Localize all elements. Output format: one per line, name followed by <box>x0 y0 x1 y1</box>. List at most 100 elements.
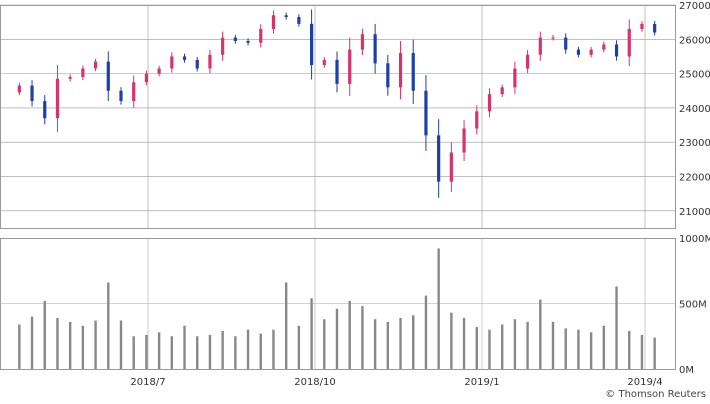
candle-body <box>551 37 555 39</box>
volume-bar <box>399 317 402 369</box>
volume-bar <box>170 336 174 369</box>
volume-bar <box>246 329 250 369</box>
candle-body <box>640 23 644 30</box>
volume-bar <box>462 317 466 369</box>
candle-body <box>157 68 161 74</box>
volume-tick-label: 500M <box>679 300 707 311</box>
volume-bar <box>564 328 567 369</box>
price-tick-label: 22000 <box>679 173 710 184</box>
x-tick-label: 2018/7 <box>130 377 165 388</box>
volume-bar <box>284 282 288 369</box>
candle-body <box>284 15 288 18</box>
price-tick-label: 25000 <box>679 70 710 81</box>
volume-tick-label: 0M <box>679 365 694 376</box>
candle-body <box>259 29 263 43</box>
candle-body <box>144 73 149 83</box>
candle-body <box>17 85 21 93</box>
candle-body <box>309 23 314 66</box>
volume-bar <box>323 319 326 369</box>
volume-bar <box>475 327 478 369</box>
candle-body <box>398 53 403 88</box>
volume-bar <box>424 295 428 369</box>
candle-body <box>424 90 428 136</box>
volume-bar <box>551 321 555 369</box>
candle-body <box>462 128 466 153</box>
candle-body <box>221 37 225 55</box>
volume-bar <box>94 320 97 369</box>
volume-bar <box>132 336 135 369</box>
volume-bar <box>310 298 313 369</box>
candle-body <box>627 29 631 57</box>
volume-bar <box>348 300 351 369</box>
candle-body <box>246 41 250 43</box>
candle-body <box>81 68 85 78</box>
candle-body <box>437 135 441 182</box>
volume-bar <box>602 325 606 369</box>
price-tick-label: 27000 <box>679 1 710 12</box>
volume-bar <box>259 333 262 369</box>
candle-body <box>449 152 453 182</box>
volume-panel-frame <box>0 238 676 370</box>
volume-bar <box>107 282 110 369</box>
volume-bar <box>589 332 593 369</box>
candle-body <box>538 37 542 55</box>
candle-body <box>68 77 72 79</box>
candle-body <box>564 37 568 50</box>
candle-body <box>30 85 34 102</box>
candle-body <box>195 59 199 69</box>
volume-bar <box>43 300 46 369</box>
volume-bar <box>361 306 364 369</box>
volume-bar <box>412 315 415 369</box>
volume-bar <box>208 334 212 369</box>
price-tick-label: 24000 <box>679 104 710 115</box>
candle-body <box>170 56 174 69</box>
volume-bar <box>488 329 491 369</box>
volume-bar <box>653 337 656 369</box>
candle-body <box>475 111 479 129</box>
candle-body <box>106 61 110 91</box>
price-tick-label: 26000 <box>679 35 710 46</box>
volume-bar <box>145 334 148 369</box>
volume-bar <box>386 321 390 369</box>
candle-body <box>322 59 326 66</box>
candle-body <box>132 82 136 102</box>
candle-body <box>614 44 619 57</box>
price-tick-label: 23000 <box>679 138 710 149</box>
volume-bar <box>628 331 631 369</box>
price-panel-frame <box>0 5 676 229</box>
volume-bar <box>335 308 339 369</box>
volume-bar <box>56 317 59 369</box>
x-tick-label: 2018/10 <box>294 377 336 388</box>
candle-body <box>487 94 492 112</box>
volume-bar <box>526 321 529 369</box>
volume-bar <box>513 319 517 369</box>
volume-bar <box>81 325 85 369</box>
volume-bar <box>272 329 275 369</box>
volume-bar <box>157 332 161 369</box>
volume-bar <box>297 325 301 369</box>
volume-bar <box>119 320 123 369</box>
candle-body <box>55 78 60 119</box>
candle-body <box>589 49 593 55</box>
volume-bar <box>539 299 542 369</box>
candle-body <box>233 37 237 42</box>
candle-body <box>411 53 415 91</box>
price-panel: 27000 26000 25000 24000 23000 22000 21000 <box>0 1 710 229</box>
candle-body <box>602 44 606 50</box>
x-tick-label: 2019/4 <box>627 377 662 388</box>
candle-body <box>500 87 504 95</box>
volume-bar <box>373 319 377 369</box>
volume-bar <box>30 316 34 369</box>
candle-body <box>271 15 276 30</box>
candle-body <box>653 23 657 33</box>
candle-body <box>525 54 530 69</box>
volume-tick-label: 1000M <box>679 234 710 245</box>
candle-body <box>360 34 365 50</box>
candle-body <box>348 49 352 84</box>
candle-body <box>297 17 301 24</box>
candle-body <box>513 68 517 88</box>
candle-body <box>93 61 98 69</box>
volume-bar <box>450 312 453 369</box>
